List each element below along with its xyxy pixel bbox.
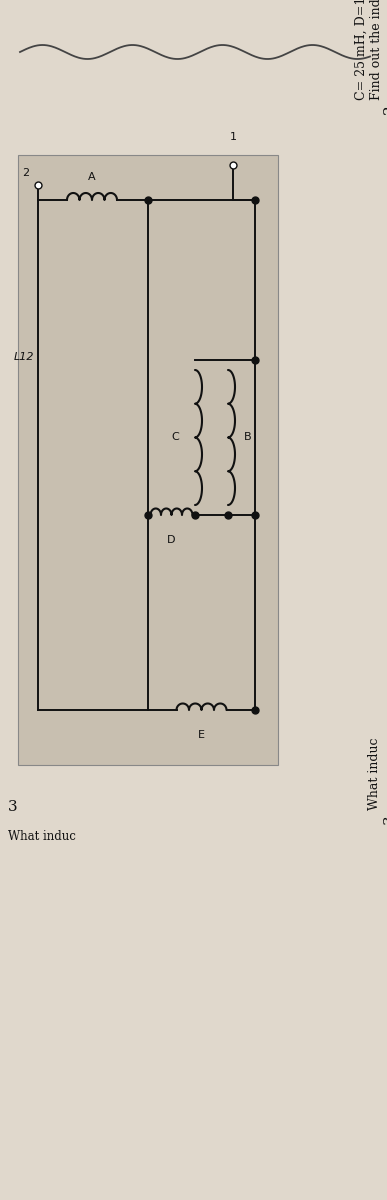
FancyBboxPatch shape [18, 155, 278, 766]
Text: C= 25 mH, D=12 H and E=30 mH.: C= 25 mH, D=12 H and E=30 mH. [355, 0, 368, 100]
Text: C: C [171, 432, 179, 443]
Text: What induc: What induc [368, 738, 381, 810]
Text: Find out the inductance B in micro Henry, If L12 = 7.5 mH, A= 10 mH,: Find out the inductance B in micro Henry… [370, 0, 383, 100]
Text: 3.: 3. [383, 810, 387, 824]
Text: What induc: What induc [8, 830, 76, 842]
Text: A: A [88, 172, 96, 182]
Text: B: B [244, 432, 252, 443]
Text: 3: 3 [8, 800, 18, 814]
Text: 2: 2 [22, 168, 29, 178]
Text: 2.: 2. [383, 100, 387, 114]
Text: 1: 1 [229, 132, 236, 142]
Text: D: D [167, 535, 176, 545]
Text: E: E [198, 730, 205, 740]
Text: L12: L12 [14, 353, 34, 362]
